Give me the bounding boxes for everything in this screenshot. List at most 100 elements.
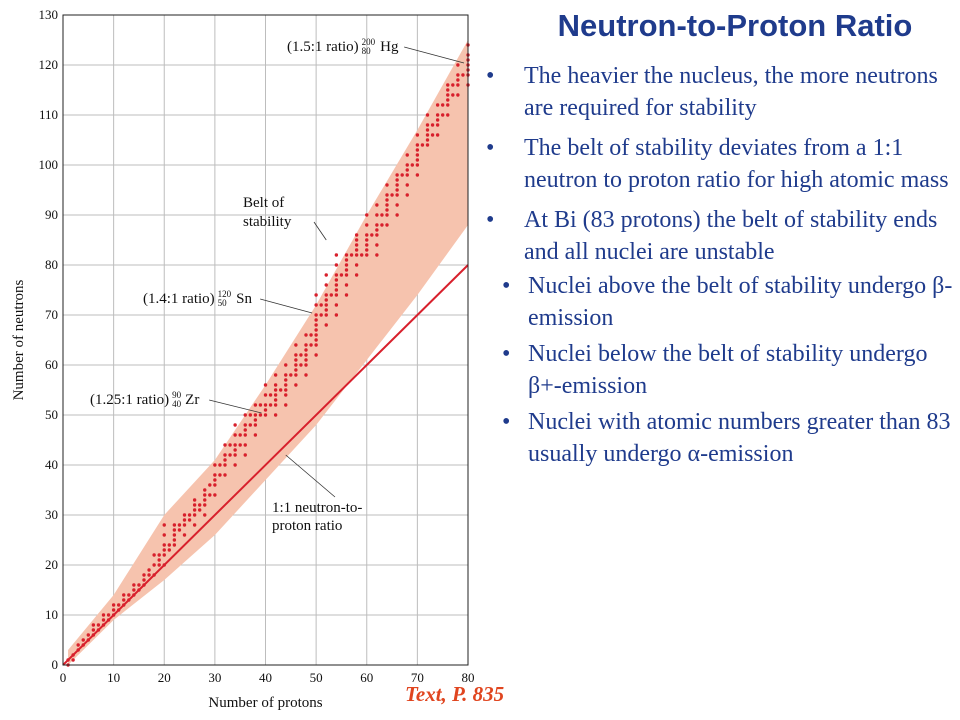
nuclide-point (304, 348, 308, 352)
y-tick-label: 90 (45, 207, 58, 222)
nuclide-point (172, 533, 177, 537)
nuclide-point (213, 493, 217, 497)
nuclide-point (314, 303, 318, 307)
x-axis-label: Number of protons (208, 695, 322, 711)
nuclide-point (172, 543, 177, 547)
nuclide-point (76, 648, 80, 652)
nuclide-point (91, 628, 96, 632)
nuclide-point (106, 613, 111, 617)
nuclide-point (440, 113, 445, 117)
source-note: Text, P. 835 (405, 682, 505, 706)
nuclide-point (395, 213, 399, 217)
nuclide-point (390, 193, 394, 197)
nuclide-point (182, 523, 187, 527)
nuclide-point (375, 213, 379, 217)
nuclide-point (359, 253, 364, 257)
nuclide-point (152, 553, 156, 557)
nuclide-point (344, 293, 349, 297)
nuclide-point (233, 448, 237, 452)
y-tick-label: 130 (39, 7, 59, 22)
nuclide-point (248, 423, 253, 427)
nuclide-point (456, 78, 460, 82)
nuclide-point (314, 343, 318, 347)
nuclide-point (127, 593, 131, 597)
nuclide-point (203, 503, 207, 507)
nuclide-point (385, 183, 389, 187)
nuclide-point (238, 433, 242, 437)
x-tick-label: 0 (60, 670, 67, 685)
isotope-mass-number: 90 (172, 390, 182, 400)
nuclide-point (440, 103, 445, 107)
nuclide-point (324, 283, 328, 287)
nuclide-point (101, 618, 106, 622)
nuclide-point (324, 303, 328, 307)
nuclide-point (86, 633, 91, 637)
sub-bullet-beta-minus: Nuclei above the belt of stability under… (486, 270, 960, 334)
nuclide-point (425, 143, 430, 147)
nuclide-point (116, 608, 121, 612)
nuclide-point (405, 153, 409, 157)
nuclide-point (375, 243, 379, 247)
nuclide-point (197, 503, 202, 507)
sub-bullet-list: Nuclei above the belt of stability under… (502, 270, 960, 470)
nuclide-point (456, 93, 460, 97)
nuclide-point (344, 253, 349, 257)
y-tick-label: 50 (45, 407, 58, 422)
nuclide-point (289, 373, 293, 377)
nuclide-point (218, 463, 222, 467)
nuclide-point (425, 128, 430, 132)
nuclide-point (253, 423, 258, 427)
nuclide-point (329, 293, 334, 297)
nuclide-point (365, 253, 369, 257)
isotope-symbol: Hg (380, 39, 399, 55)
nuclide-point (435, 103, 440, 107)
nuclide-point (253, 403, 258, 407)
nuclide-point (192, 508, 197, 512)
nuclide-point (192, 503, 197, 507)
nuclide-point (385, 198, 389, 202)
nuclide-point (96, 628, 101, 632)
nuclide-point (172, 523, 177, 527)
nuclide-point (314, 293, 318, 297)
nuclide-point (263, 393, 268, 397)
y-tick-label: 20 (45, 557, 58, 572)
nuclide-point (304, 373, 308, 377)
x-tick-label: 70 (411, 670, 424, 685)
nuclide-point (137, 583, 141, 587)
nuclide-point (278, 388, 283, 392)
isotope-mass-number: 200 (362, 37, 376, 47)
nuclide-point (430, 123, 435, 127)
nuclide-point (187, 513, 192, 517)
belt-label: Belt of stability (243, 195, 327, 241)
nuclide-point (273, 413, 278, 417)
nuclide-point (446, 93, 450, 97)
isotope-mass-number: 120 (218, 289, 232, 299)
belt-leader-line (313, 221, 327, 241)
nuclide-point (304, 333, 308, 337)
belt-label-line: stability (243, 214, 292, 230)
nuclide-point (273, 388, 278, 392)
x-tick-label: 20 (158, 670, 171, 685)
nuclide-point (339, 273, 344, 277)
nuclide-point (253, 433, 258, 437)
nuclide-point (273, 398, 278, 402)
nuclide-point (223, 458, 227, 462)
nuclide-point (405, 193, 409, 197)
nuclide-point (263, 403, 268, 407)
nuclide-point (203, 488, 207, 492)
nuclide-point (415, 158, 420, 162)
bullet-heavier-nucleus: The heavier the nucleus, the more neutro… (486, 60, 960, 124)
nuclide-point (192, 523, 197, 527)
nuclide-point (284, 363, 288, 367)
nuclide-point (243, 433, 247, 437)
nuclide-point (405, 168, 409, 172)
nuclide-point (213, 473, 217, 477)
nuclide-point (258, 403, 263, 407)
nuclide-point (172, 538, 177, 542)
nuclide-point (96, 623, 101, 627)
nuclide-point (334, 293, 339, 297)
nuclide-point (354, 248, 359, 252)
nuclide-point (370, 233, 374, 237)
nuclide-point (385, 203, 389, 207)
